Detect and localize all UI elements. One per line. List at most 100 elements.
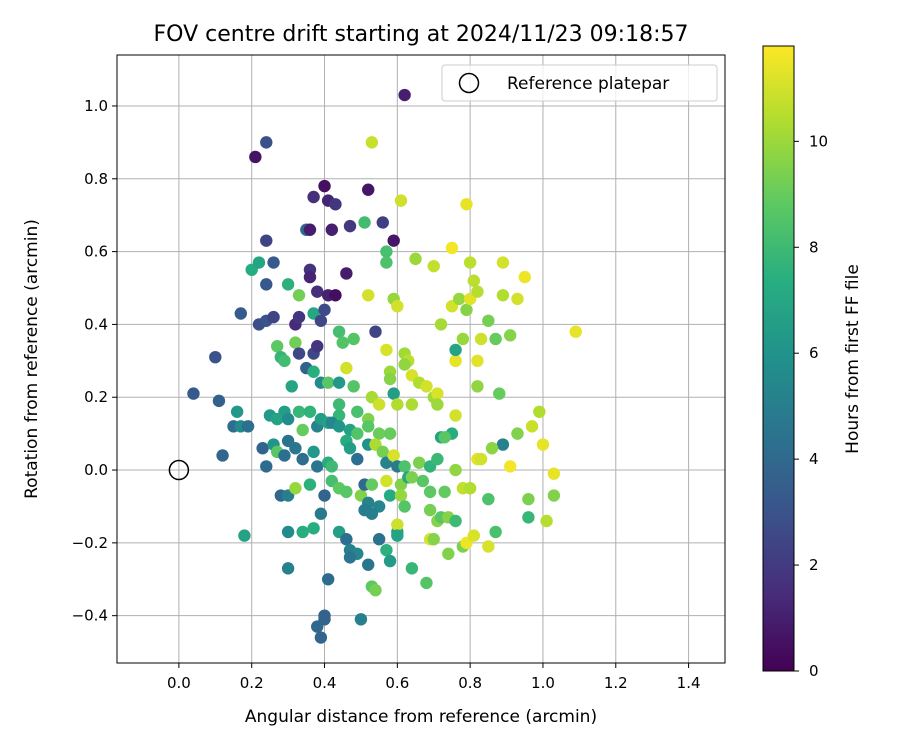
data-point	[303, 405, 317, 418]
data-point	[278, 354, 291, 368]
data-point	[292, 289, 306, 302]
colorbar: 0 2 4 6 8 10 Hours from first FF file	[762, 45, 863, 680]
data-point	[318, 489, 331, 502]
data-point	[471, 285, 484, 298]
data-point	[463, 256, 477, 269]
data-point	[383, 372, 397, 386]
data-point	[343, 551, 357, 564]
x-tick-label: 1.4	[677, 674, 701, 692]
data-point	[332, 376, 346, 389]
data-point	[307, 365, 320, 378]
data-point	[493, 387, 506, 400]
data-point	[187, 387, 200, 400]
data-point	[362, 558, 375, 571]
data-point	[511, 292, 524, 306]
data-point	[449, 409, 462, 422]
data-point	[420, 380, 433, 393]
y-tick-label: −0.2	[72, 534, 108, 552]
data-point	[522, 492, 535, 506]
legend-label: Reference platepar	[507, 74, 669, 94]
data-point	[249, 150, 262, 164]
data-point	[292, 405, 306, 418]
data-point	[303, 478, 317, 491]
colorbar-gradient	[762, 45, 795, 672]
data-point	[340, 361, 353, 375]
data-point	[536, 438, 550, 451]
data-point	[427, 259, 440, 273]
data-point	[314, 314, 328, 327]
data-point	[372, 427, 386, 440]
data-point	[522, 511, 535, 524]
data-point	[449, 514, 462, 528]
data-point	[365, 507, 379, 520]
y-axis-label: Rotation from reference (arcmin)	[22, 219, 42, 499]
data-point	[405, 471, 419, 484]
data-point	[547, 467, 561, 480]
data-point	[398, 88, 411, 102]
x-tick-label: 1.2	[604, 674, 628, 692]
data-point	[340, 485, 353, 499]
data-point	[427, 533, 440, 546]
data-point	[296, 423, 309, 437]
data-point	[369, 325, 382, 338]
data-point	[318, 179, 331, 193]
legend-box	[441, 64, 718, 102]
data-point	[314, 507, 328, 520]
data-point	[270, 340, 284, 353]
data-point	[409, 252, 422, 266]
data-point	[296, 525, 309, 539]
data-point	[260, 278, 273, 291]
data-point	[391, 518, 404, 531]
data-point	[303, 223, 317, 236]
colorbar-tick-label: 4	[809, 450, 819, 468]
data-point	[438, 485, 451, 499]
data-point	[281, 525, 295, 539]
data-point	[383, 489, 397, 502]
data-point	[209, 350, 222, 364]
data-point	[434, 318, 448, 331]
grid-lines	[117, 55, 725, 663]
data-point	[496, 256, 510, 269]
x-tick-label: 0.2	[240, 674, 264, 692]
data-point	[423, 485, 437, 499]
data-point	[281, 278, 295, 291]
data-point	[387, 387, 400, 400]
data-point	[482, 314, 495, 327]
colorbar-tick-label: 2	[809, 556, 819, 574]
data-points	[187, 88, 582, 644]
data-point	[260, 234, 273, 247]
data-point	[358, 216, 371, 229]
data-point	[230, 405, 244, 418]
data-point	[216, 449, 229, 462]
data-point	[467, 274, 480, 287]
data-point	[456, 332, 470, 346]
data-point	[234, 307, 247, 320]
data-point	[383, 554, 397, 568]
data-point	[380, 343, 393, 357]
y-axis-ticks: −0.4 −0.2 0.0 0.2 0.4 0.6 0.8 1.0	[72, 97, 117, 625]
data-point	[503, 329, 517, 342]
data-point	[289, 441, 302, 455]
data-point	[391, 529, 404, 542]
data-point	[303, 270, 317, 284]
data-point	[496, 289, 510, 302]
data-point	[285, 380, 298, 393]
data-point	[405, 562, 419, 575]
data-point	[380, 256, 393, 269]
data-point	[351, 405, 364, 418]
data-point	[365, 136, 379, 149]
data-point	[267, 310, 280, 324]
data-point	[460, 198, 473, 211]
data-point	[343, 441, 357, 455]
data-point	[329, 198, 342, 211]
data-point	[420, 576, 433, 590]
reference-platepar-marker	[168, 459, 190, 481]
data-point	[292, 310, 306, 324]
data-point	[289, 336, 302, 349]
data-point	[474, 332, 488, 346]
reference-point-group	[168, 459, 190, 481]
colorbar-tick-label: 6	[809, 344, 819, 362]
x-axis-ticks: 0.0 0.2 0.4 0.6 0.8 1.0 1.2 1.4	[167, 663, 701, 692]
data-point	[307, 190, 320, 204]
data-point	[387, 449, 400, 462]
